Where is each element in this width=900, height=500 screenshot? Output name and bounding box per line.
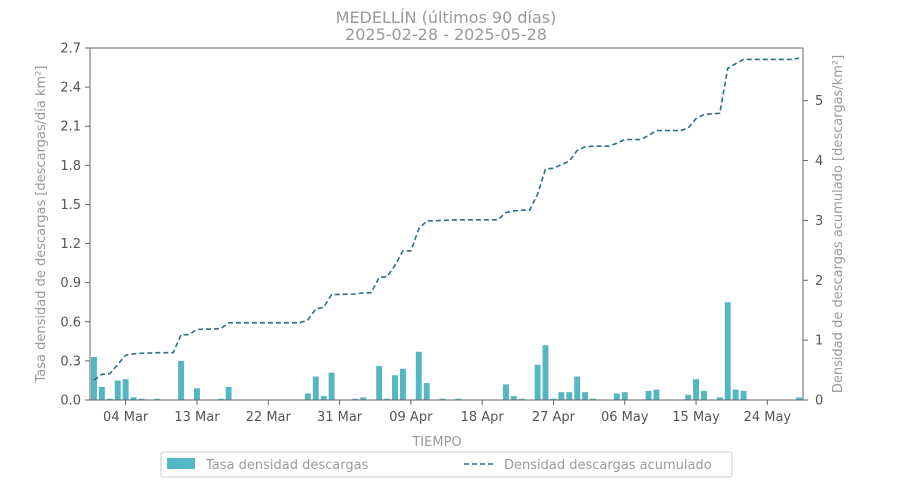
x-tick-label: 22 Mar — [246, 410, 292, 425]
x-tick-label: 06 May — [601, 410, 649, 425]
bar — [217, 398, 224, 400]
legend-bar-label: Tasa densidad descargas — [205, 458, 369, 473]
legend-line-label: Densidad descargas acumulado — [504, 458, 712, 473]
bar — [550, 398, 557, 400]
bar — [178, 360, 185, 400]
bar — [193, 388, 200, 400]
y2-tick-label: 0 — [815, 394, 823, 409]
y2-tick-label: 3 — [815, 214, 823, 229]
bar — [415, 351, 422, 400]
x-axis-label: TIEMPO — [411, 435, 461, 450]
bar — [320, 396, 327, 400]
bar — [685, 394, 692, 400]
y-tick-label: 0.9 — [60, 276, 81, 291]
bar — [582, 392, 589, 400]
bar — [455, 398, 462, 400]
x-axis: 04 Mar 13 Mar 22 Mar 31 Mar 09 Apr 18 Apr 27 A… — [103, 400, 791, 425]
y2-tick-label: 5 — [815, 94, 823, 109]
x-tick-label: 04 Mar — [103, 410, 149, 425]
bar — [304, 393, 311, 400]
bar — [423, 383, 430, 400]
y2-tick-label: 1 — [815, 334, 823, 349]
y-tick-label: 2.7 — [60, 42, 81, 57]
plot-frame — [89, 47, 804, 401]
bar — [724, 302, 731, 400]
bar — [312, 376, 319, 400]
chart-title: MEDELLÍN (últimos 90 días) — [336, 8, 557, 27]
y-tick-label: 0.3 — [60, 354, 81, 369]
bar — [154, 398, 161, 400]
bar — [399, 368, 406, 400]
left-y-axis: 0.0 0.3 0.6 0.9 1.2 1.5 1.8 2.1 2.4 2.7 — [60, 42, 90, 409]
bar — [558, 392, 565, 400]
chart-subtitle: 2025-02-28 - 2025-05-28 — [345, 25, 547, 44]
bar — [740, 390, 747, 400]
bar — [534, 364, 541, 400]
bar — [621, 392, 628, 400]
bar — [328, 372, 335, 400]
bar — [732, 389, 739, 400]
bar — [138, 398, 145, 400]
x-tick-label: 27 Apr — [532, 410, 576, 425]
bar — [796, 397, 803, 400]
bar — [590, 398, 597, 400]
y-tick-label: 1.5 — [60, 198, 81, 213]
bar — [376, 366, 383, 400]
y-tick-label: 2.1 — [60, 120, 81, 135]
y2-tick-label: 4 — [815, 154, 823, 169]
bar — [130, 397, 137, 400]
y-tick-label: 0.6 — [60, 315, 81, 330]
bar — [352, 398, 359, 400]
bar — [384, 398, 391, 400]
bar — [90, 356, 97, 400]
bar — [566, 392, 573, 400]
cumulative-line — [93, 57, 800, 381]
y2-tick-label: 2 — [815, 274, 823, 289]
right-y-axis: 0 1 2 3 4 5 — [803, 94, 823, 409]
bar — [645, 390, 652, 400]
legend-box — [160, 451, 733, 478]
bar — [106, 398, 113, 400]
bar — [510, 396, 517, 400]
bar — [518, 398, 525, 400]
x-tick-label: 13 Mar — [174, 410, 220, 425]
x-tick-label: 15 May — [672, 410, 720, 425]
right-y-axis-label: Densidad de descargas acumulado [descarg… — [831, 55, 846, 393]
y-tick-label: 2.4 — [60, 81, 81, 96]
bar — [574, 376, 581, 400]
bar — [439, 398, 446, 400]
legend: Tasa densidad descargas Densidad descarg… — [160, 451, 733, 478]
bar — [98, 386, 105, 400]
bar — [613, 393, 620, 400]
x-tick-label: 31 Mar — [317, 410, 363, 425]
bar — [122, 379, 129, 400]
x-tick-label: 09 Apr — [389, 410, 433, 425]
x-tick-label: 18 Apr — [461, 410, 505, 425]
bar — [502, 384, 509, 400]
bar — [114, 380, 121, 400]
bar — [392, 375, 398, 400]
bar-series — [90, 302, 803, 400]
y-tick-label: 1.2 — [60, 237, 81, 252]
bar — [716, 397, 723, 400]
bar — [653, 389, 660, 400]
bar — [693, 379, 700, 400]
y-tick-label: 0.0 — [60, 394, 81, 409]
bar — [542, 345, 549, 400]
bar — [701, 390, 707, 400]
y-tick-label: 1.8 — [60, 159, 81, 174]
left-y-axis-label: Tasa densidad de descargas [descargas/dí… — [34, 66, 49, 384]
x-tick-label: 24 May — [744, 410, 792, 425]
bar — [225, 386, 232, 400]
bar — [360, 397, 367, 400]
legend-bar-swatch — [167, 458, 195, 469]
